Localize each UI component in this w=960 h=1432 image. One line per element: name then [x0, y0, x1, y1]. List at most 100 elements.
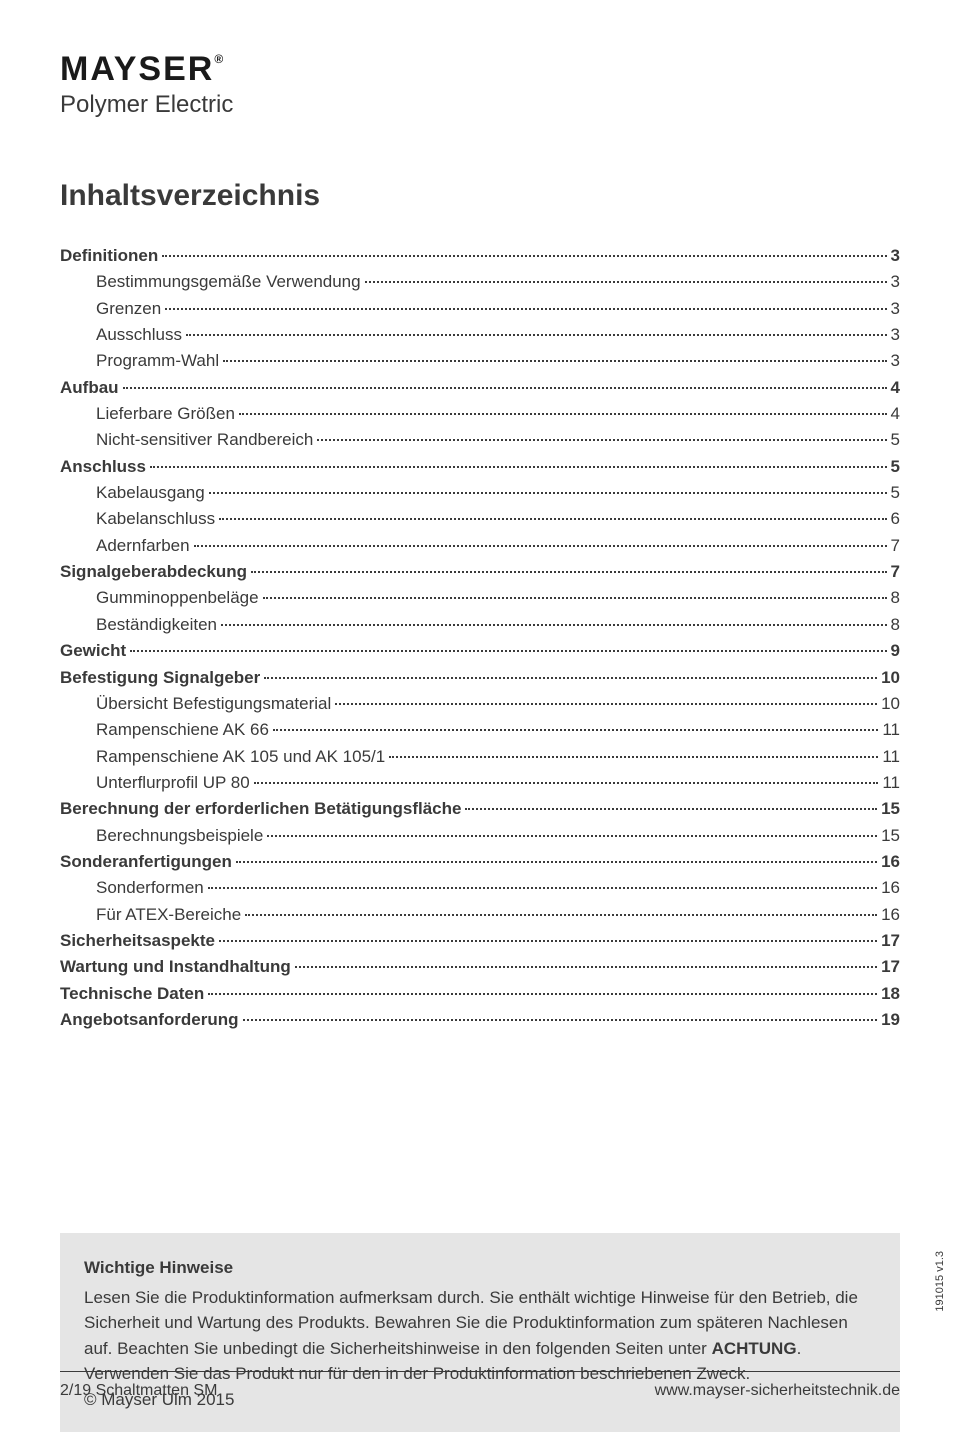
- toc-page-num: 17: [881, 954, 900, 980]
- toc-label: Wartung und Instandhaltung: [60, 954, 291, 980]
- toc-row: Sicherheitsaspekte 17: [60, 928, 900, 954]
- toc-row: Berechnungsbeispiele15: [60, 823, 900, 849]
- toc-label: Grenzen: [60, 296, 161, 322]
- toc-row: Übersicht Befestigungsmaterial 10: [60, 691, 900, 717]
- toc-leader-dots: [208, 993, 877, 995]
- toc-row: Programm-Wahl3: [60, 348, 900, 374]
- toc-page-num: 4: [891, 401, 900, 427]
- brand-subtitle: Polymer Electric: [60, 91, 900, 119]
- toc-label: Technische Daten: [60, 981, 204, 1007]
- toc-row: Wartung und Instandhaltung 17: [60, 954, 900, 980]
- toc-row: Definitionen3: [60, 243, 900, 269]
- toc-page-num: 19: [881, 1007, 900, 1033]
- toc-leader-dots: [365, 281, 887, 283]
- toc-leader-dots: [273, 729, 878, 731]
- toc-row: Kabelanschluss 6: [60, 506, 900, 532]
- toc-row: Technische Daten 18: [60, 981, 900, 1007]
- brand-block: MAYSER® Polymer Electric: [60, 50, 900, 119]
- toc-leader-dots: [162, 255, 886, 257]
- table-of-contents: Definitionen3Bestimmungsgemäße Verwendun…: [60, 243, 900, 1033]
- notice-body-strong: ACHTUNG: [712, 1339, 797, 1358]
- toc-leader-dots: [219, 518, 886, 520]
- toc-page-num: 3: [891, 296, 900, 322]
- toc-leader-dots: [221, 624, 887, 626]
- toc-page-num: 16: [881, 849, 900, 875]
- toc-row: Rampenschiene AK 66 11: [60, 717, 900, 743]
- toc-page-num: 3: [891, 348, 900, 374]
- doc-version: 191015 v1.3: [934, 1251, 946, 1312]
- page-footer: 2/19 Schaltmatten SM www.mayser-sicherhe…: [60, 1371, 900, 1400]
- toc-row: Grenzen 3: [60, 296, 900, 322]
- toc-leader-dots: [239, 413, 887, 415]
- toc-label: Unterflurprofil UP 80: [60, 770, 250, 796]
- toc-row: Beständigkeiten 8: [60, 612, 900, 638]
- toc-page-num: 11: [882, 717, 900, 743]
- footer-right: www.mayser-sicherheitstechnik.de: [655, 1382, 900, 1400]
- toc-leader-dots: [465, 808, 877, 810]
- toc-label: Berechnung der erforderlichen Betätigung…: [60, 796, 461, 822]
- toc-label: Übersicht Befestigungsmaterial: [60, 691, 331, 717]
- toc-page-num: 18: [881, 981, 900, 1007]
- toc-row: Rampenschiene AK 105 und AK 105/111: [60, 744, 900, 770]
- toc-leader-dots: [295, 966, 877, 968]
- toc-leader-dots: [194, 545, 887, 547]
- toc-row: Adernfarben7: [60, 533, 900, 559]
- toc-row: Aufbau 4: [60, 375, 900, 401]
- toc-leader-dots: [186, 334, 887, 336]
- toc-leader-dots: [219, 940, 877, 942]
- notice-title: Wichtige Hinweise: [84, 1255, 876, 1281]
- toc-leader-dots: [264, 677, 877, 679]
- toc-row: Angebotsanforderung 19: [60, 1007, 900, 1033]
- registered-mark: ®: [214, 52, 225, 66]
- toc-page-num: 8: [891, 585, 900, 611]
- toc-leader-dots: [223, 360, 886, 362]
- toc-label: Befestigung Signalgeber: [60, 665, 260, 691]
- toc-label: Adernfarben: [60, 533, 190, 559]
- toc-row: Ausschluss3: [60, 322, 900, 348]
- toc-page-num: 4: [891, 375, 900, 401]
- toc-leader-dots: [165, 308, 886, 310]
- toc-label: Beständigkeiten: [60, 612, 217, 638]
- toc-leader-dots: [335, 703, 877, 705]
- toc-page-num: 10: [881, 665, 900, 691]
- toc-page-num: 17: [881, 928, 900, 954]
- toc-page-num: 15: [881, 796, 900, 822]
- toc-row: Lieferbare Größen4: [60, 401, 900, 427]
- toc-row: Nicht-sensitiver Randbereich5: [60, 427, 900, 453]
- toc-leader-dots: [317, 439, 886, 441]
- brand-name: MAYSER®: [60, 50, 225, 89]
- toc-label: Sicherheitsaspekte: [60, 928, 215, 954]
- toc-label: Aufbau: [60, 375, 119, 401]
- toc-label: Gumminoppenbeläge: [60, 585, 259, 611]
- toc-row: Berechnung der erforderlichen Betätigung…: [60, 796, 900, 822]
- toc-label: Bestimmungsgemäße Verwendung: [60, 269, 361, 295]
- toc-page-num: 10: [881, 691, 900, 717]
- toc-row: Befestigung Signalgeber 10: [60, 665, 900, 691]
- toc-leader-dots: [243, 1019, 878, 1021]
- toc-label: Sonderformen: [60, 875, 204, 901]
- toc-leader-dots: [267, 835, 877, 837]
- toc-page-num: 3: [891, 269, 900, 295]
- toc-page-num: 15: [881, 823, 900, 849]
- toc-leader-dots: [254, 782, 879, 784]
- toc-page-num: 6: [891, 506, 900, 532]
- toc-page-num: 8: [891, 612, 900, 638]
- page-title: Inhaltsverzeichnis: [60, 179, 900, 213]
- toc-page-num: 7: [891, 559, 900, 585]
- toc-row: Unterflurprofil UP 8011: [60, 770, 900, 796]
- toc-label: Kabelanschluss: [60, 506, 215, 532]
- toc-label: Definitionen: [60, 243, 158, 269]
- toc-label: Rampenschiene AK 105 und AK 105/1: [60, 744, 385, 770]
- toc-label: Angebotsanforderung: [60, 1007, 239, 1033]
- toc-label: Ausschluss: [60, 322, 182, 348]
- toc-leader-dots: [251, 571, 886, 573]
- toc-label: Anschluss: [60, 454, 146, 480]
- toc-label: Rampenschiene AK 66: [60, 717, 269, 743]
- toc-label: Für ATEX-Bereiche: [60, 902, 241, 928]
- toc-page-num: 16: [881, 902, 900, 928]
- toc-leader-dots: [150, 466, 887, 468]
- toc-row: Anschluss5: [60, 454, 900, 480]
- toc-page-num: 9: [891, 638, 900, 664]
- toc-leader-dots: [209, 492, 887, 494]
- footer-left: 2/19 Schaltmatten SM: [60, 1382, 217, 1400]
